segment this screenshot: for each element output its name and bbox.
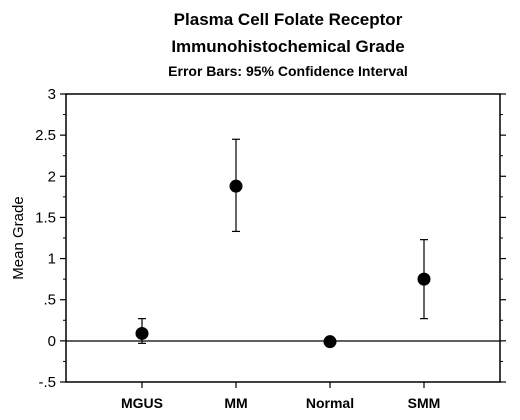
y-tick-label: 2.5: [35, 127, 56, 144]
x-tick-label: SMM: [408, 395, 441, 411]
chart-title-line2: Immunohistochemical Grade: [171, 37, 404, 56]
y-tick-label: 2: [48, 168, 56, 185]
y-tick-label: .5: [43, 292, 56, 309]
data-point-smm: [417, 272, 431, 286]
x-tick-label: MM: [224, 395, 247, 411]
y-tick-label: 0: [48, 333, 56, 350]
x-ticks: [141, 382, 425, 388]
data-points: [135, 179, 431, 349]
data-point-mm: [229, 179, 243, 193]
y-tick-label: 1: [48, 251, 56, 268]
y-tick-label: 3: [48, 86, 56, 103]
y-axis-label: Mean Grade: [10, 196, 27, 279]
chart-subtitle: Error Bars: 95% Confidence Interval: [168, 63, 408, 79]
data-point-normal: [323, 335, 337, 349]
plot-frame: [65, 93, 501, 383]
y-tick-label: -.5: [38, 374, 56, 391]
x-tick-label: Normal: [306, 395, 354, 411]
y-ticks: [60, 93, 506, 383]
chart-title: Plasma Cell Folate Receptor: [174, 10, 403, 29]
data-point-mgus: [135, 326, 149, 340]
y-tick-label: 1.5: [35, 209, 56, 226]
x-tick-label: MGUS: [121, 395, 163, 411]
error-bars: [138, 138, 428, 344]
y-tick-labels: -.5 0 .5 1 1.5 2 2.5 3: [35, 86, 56, 391]
x-tick-labels: MGUS MM Normal SMM: [121, 395, 440, 411]
